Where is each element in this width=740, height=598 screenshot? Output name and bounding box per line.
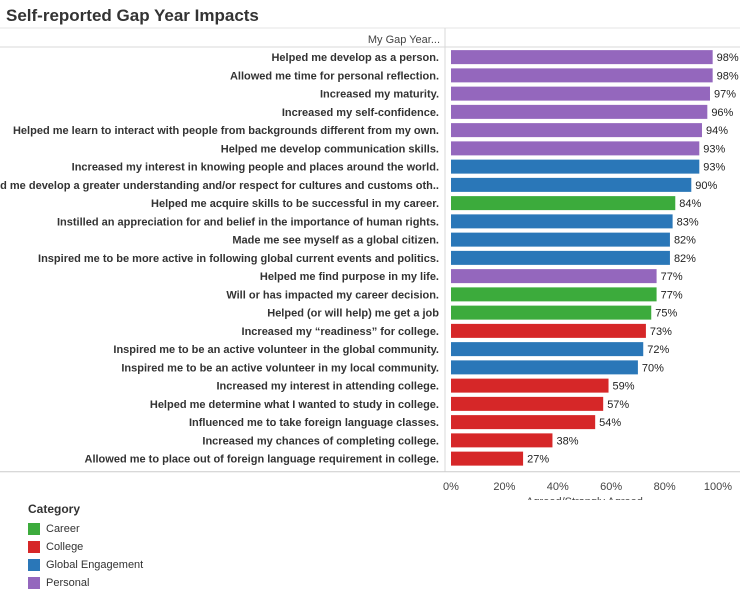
category-label: Helped (or will help) me get a job <box>267 308 439 320</box>
legend-item: Personal <box>28 574 143 592</box>
value-label: 94% <box>706 125 728 137</box>
category-label: Inspired me to be an active volunteer in… <box>121 362 439 374</box>
bar <box>451 287 657 302</box>
legend-swatch <box>28 523 40 535</box>
category-label: Helped me determine what I wanted to stu… <box>150 399 439 411</box>
category-label: Will or has impacted my career decision. <box>226 289 439 301</box>
column-header: My Gap Year... <box>368 34 440 46</box>
bar <box>451 159 700 174</box>
value-label: 96% <box>711 107 733 119</box>
value-label: 90% <box>695 180 717 192</box>
category-label: Helped me develop as a person. <box>271 52 439 64</box>
value-label: 59% <box>613 381 635 393</box>
legend-swatch <box>28 577 40 589</box>
bar <box>451 323 646 338</box>
x-tick-label: 100% <box>704 481 732 493</box>
value-label: 82% <box>674 253 696 265</box>
category-label: Allowed me time for personal reflection. <box>230 70 439 82</box>
bar <box>451 177 692 192</box>
bar <box>451 305 652 320</box>
bar-chart: My Gap Year... Helped me develop as a per… <box>0 27 740 500</box>
category-label: Inspired me to be more active in followi… <box>38 253 439 265</box>
x-tick-label: 40% <box>547 481 569 493</box>
legend-label: Global Engagement <box>46 559 144 571</box>
bar <box>451 50 713 65</box>
legend-label: Career <box>46 523 80 535</box>
bar <box>451 396 604 411</box>
x-tick-label: 0% <box>443 481 459 493</box>
x-axis-title: Agreed/Strongly Agreed <box>526 496 643 500</box>
category-label: Helped me find purpose in my life. <box>260 271 439 283</box>
category-label: Increased my “readiness” for college. <box>242 326 439 338</box>
value-label: 54% <box>599 417 621 429</box>
value-label: 98% <box>717 70 739 82</box>
category-label: Helped me develop a greater understandin… <box>0 180 439 192</box>
legend-label: Personal <box>46 577 90 589</box>
chart-title: Self-reported Gap Year Impacts <box>6 6 259 25</box>
value-label: 73% <box>650 326 672 338</box>
bar <box>451 86 710 101</box>
legend: Category Career College Global Engagement P… <box>28 502 143 592</box>
category-label: Allowed me to place out of foreign langu… <box>85 454 440 466</box>
x-tick-label: 80% <box>654 481 676 493</box>
bar <box>451 415 596 430</box>
value-label: 77% <box>661 289 683 301</box>
bar <box>451 232 670 247</box>
legend-item: College <box>28 538 143 556</box>
x-tick-label: 60% <box>600 481 622 493</box>
legend-swatch <box>28 559 40 571</box>
category-label: Increased my interest in knowing people … <box>72 162 439 174</box>
value-label: 82% <box>674 235 696 247</box>
bar <box>451 68 713 83</box>
bar <box>451 250 670 265</box>
value-label: 93% <box>703 143 725 155</box>
value-label: 97% <box>714 89 736 101</box>
value-label: 75% <box>655 308 677 320</box>
bar <box>451 104 708 119</box>
value-label: 98% <box>717 52 739 64</box>
value-label: 72% <box>647 344 669 356</box>
category-label: Instilled an appreciation for and belief… <box>57 216 439 228</box>
value-label: 93% <box>703 162 725 174</box>
bar <box>451 433 553 448</box>
category-label: Increased my interest in attending colle… <box>216 381 439 393</box>
legend-item: Global Engagement <box>28 556 143 574</box>
category-label: Increased my maturity. <box>320 89 439 101</box>
value-label: 27% <box>527 454 549 466</box>
value-label: 57% <box>607 399 629 411</box>
bar <box>451 214 673 229</box>
legend-item: Career <box>28 520 143 538</box>
category-label: Increased my chances of completing colle… <box>202 435 439 447</box>
category-label: Helped me learn to interact with people … <box>13 125 439 137</box>
bar <box>451 378 609 393</box>
category-label: Inspired me to be an active volunteer in… <box>113 344 439 356</box>
legend-swatch <box>28 541 40 553</box>
value-label: 84% <box>679 198 701 210</box>
category-label: Increased my self-confidence. <box>282 107 439 119</box>
bar <box>451 269 657 284</box>
category-label: Helped me acquire skills to be successfu… <box>151 198 439 210</box>
legend-items: Career College Global Engagement Personal <box>28 520 143 592</box>
legend-title: Category <box>28 502 81 516</box>
value-label: 77% <box>661 271 683 283</box>
value-label: 38% <box>556 435 578 447</box>
bar <box>451 342 644 357</box>
bar <box>451 123 702 138</box>
bar <box>451 360 638 375</box>
category-label: Helped me develop communication skills. <box>221 143 439 155</box>
x-tick-label: 20% <box>493 481 515 493</box>
bar <box>451 451 524 466</box>
value-label: 70% <box>642 362 664 374</box>
category-label: Made me see myself as a global citizen. <box>232 235 439 247</box>
bar <box>451 141 700 156</box>
legend-label: College <box>46 541 84 553</box>
bar <box>451 196 676 211</box>
value-label: 83% <box>677 216 699 228</box>
category-label: Influenced me to take foreign language c… <box>189 417 439 429</box>
